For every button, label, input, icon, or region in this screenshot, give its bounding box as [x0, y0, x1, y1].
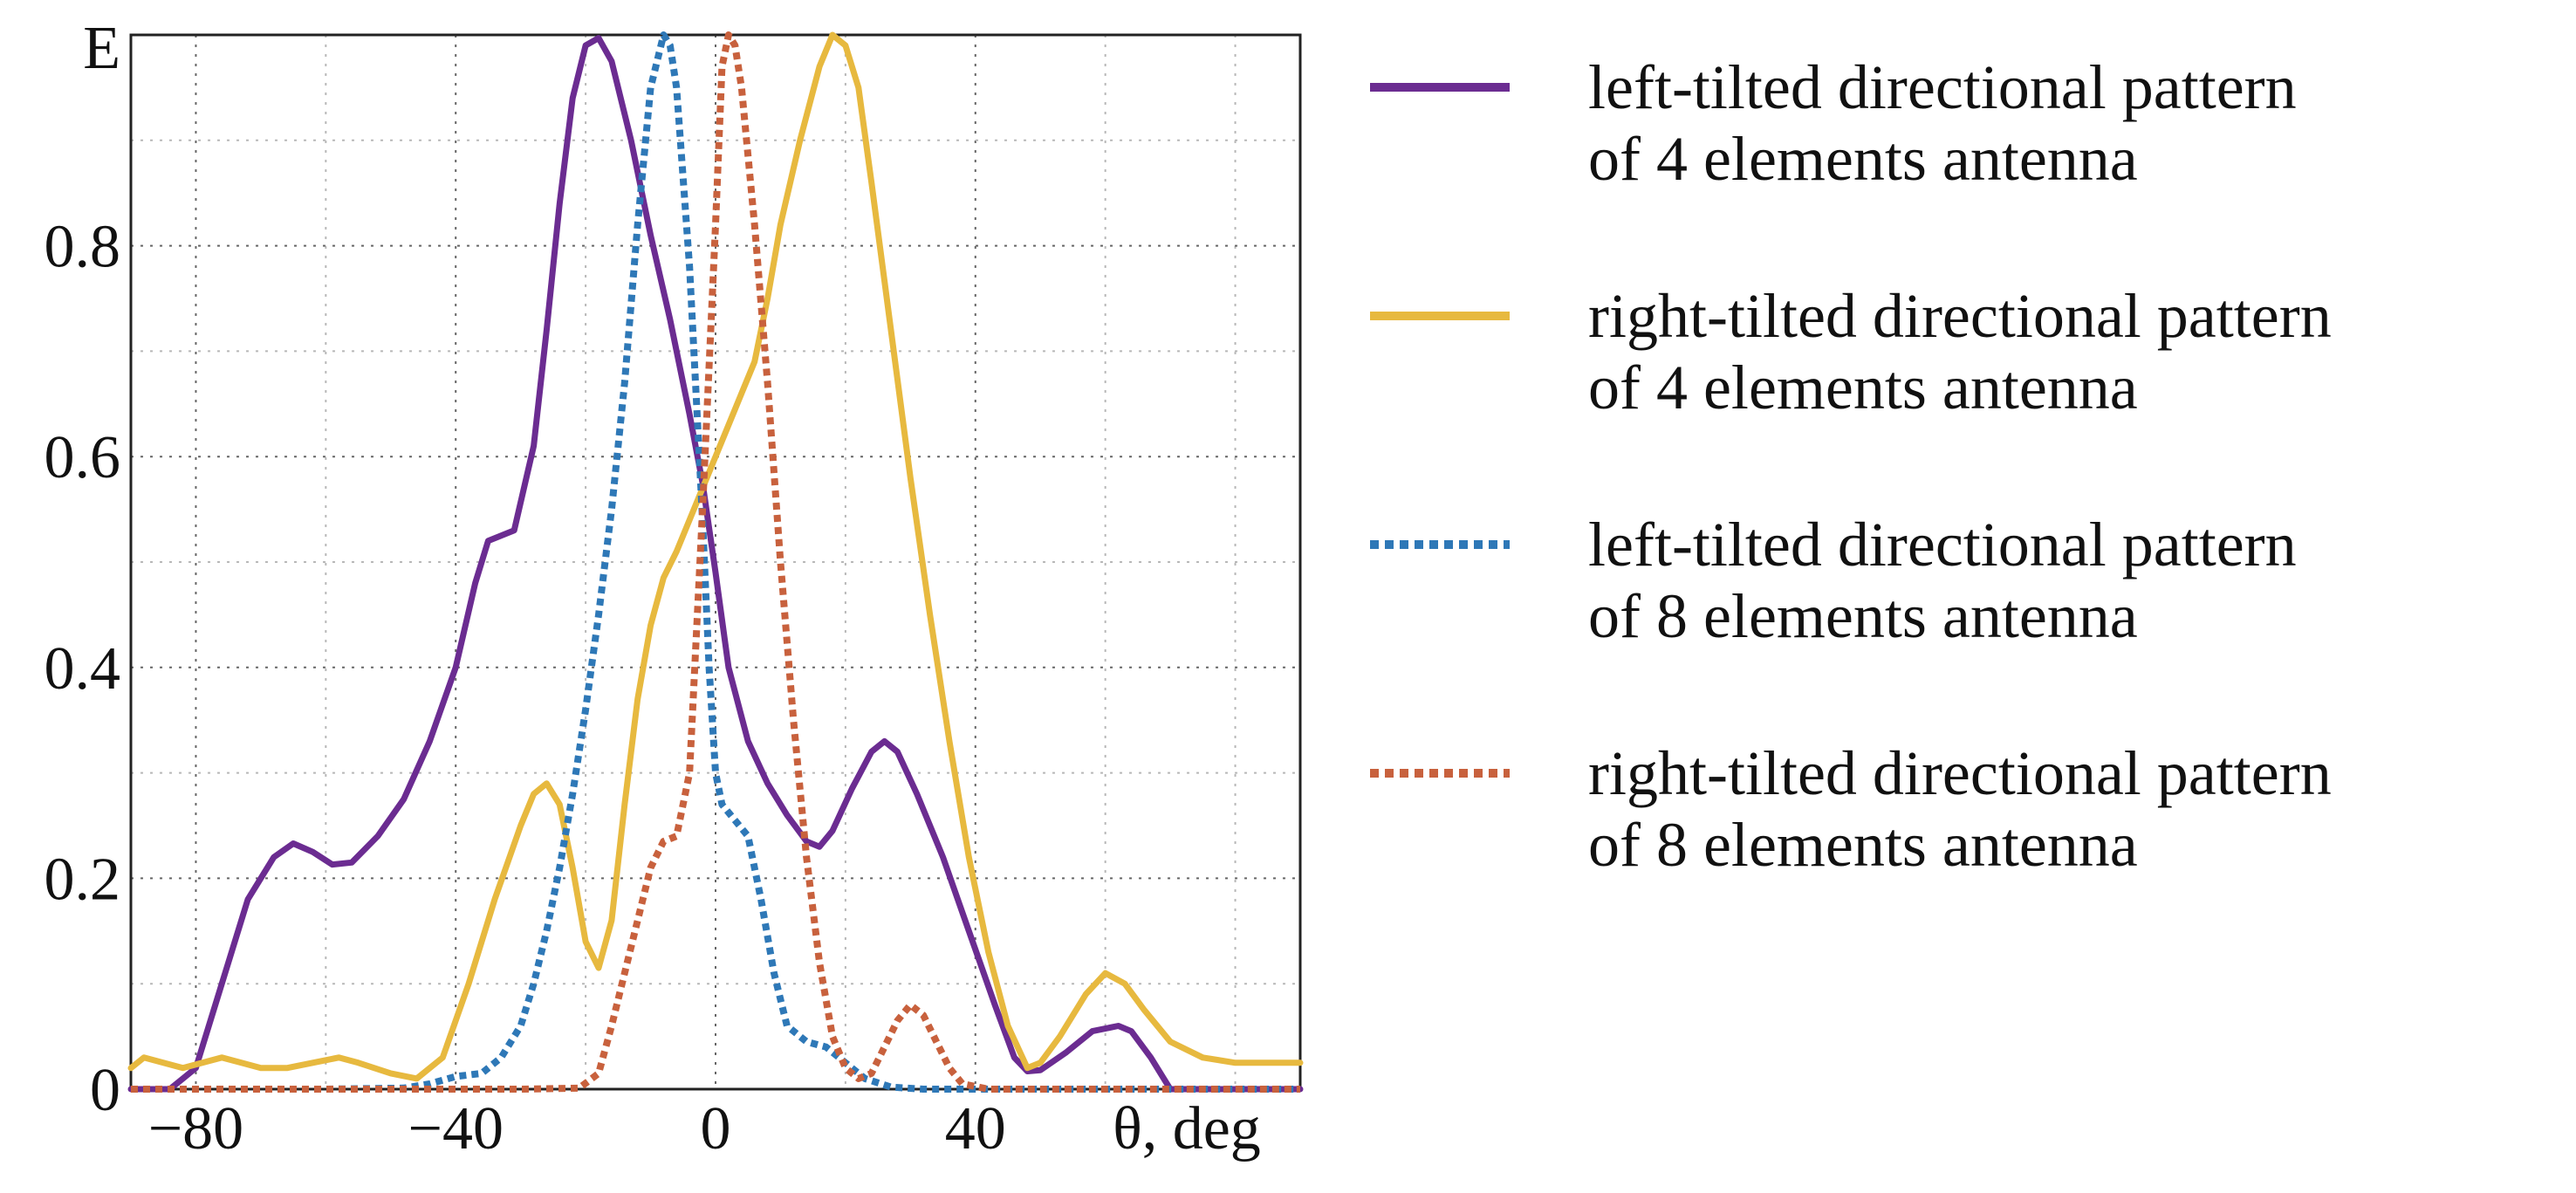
legend-label-4: of 8 elements antenna	[1588, 810, 2138, 880]
x-tick-label: 0	[701, 1095, 731, 1162]
y-tick-label: 0.8	[45, 214, 121, 281]
legend-label-3: of 8 elements antenna	[1588, 581, 2138, 651]
x-tick-label: −80	[148, 1095, 243, 1162]
legend-label-2: of 4 elements antenna	[1588, 353, 2138, 422]
y-axis-label: E	[83, 15, 120, 82]
legend-label-1: of 4 elements antenna	[1588, 124, 2138, 194]
y-tick-label: 0.6	[45, 424, 121, 491]
y-tick-label: 0	[90, 1057, 120, 1124]
legend-label-2: right-tilted directional pattern	[1588, 281, 2332, 351]
x-tick-label: −40	[408, 1095, 503, 1162]
y-tick-label: 0.4	[45, 635, 121, 703]
series-line-3	[131, 31, 1300, 1093]
x-axis-label: θ, deg	[1113, 1095, 1261, 1162]
legend-label-4: right-tilted directional pattern	[1588, 738, 2332, 808]
plot-area-frame	[129, 33, 1302, 1091]
series-line-4	[131, 31, 1300, 1093]
series-line-1	[127, 35, 1304, 1093]
x-tick-label: 40	[945, 1095, 1006, 1162]
legend-label-1: left-tilted directional pattern	[1588, 52, 2297, 122]
series-layer	[127, 31, 1304, 1093]
y-tick-label: 0.2	[45, 846, 121, 913]
tick-labels: 0 0.2 0.4 0.6 0.8 −80 −40 0 40	[45, 214, 1006, 1162]
legend-label-3: left-tilted directional pattern	[1588, 510, 2297, 579]
